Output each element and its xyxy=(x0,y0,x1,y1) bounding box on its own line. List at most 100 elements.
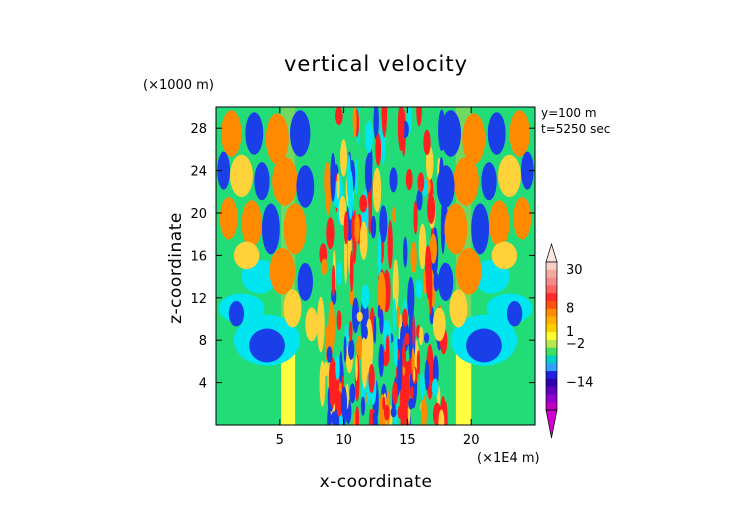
plume-cell xyxy=(393,335,398,369)
turbulent-cell xyxy=(377,232,382,278)
y-axis-label: z-coordinate xyxy=(166,212,186,324)
plume-cell xyxy=(418,326,424,346)
x-tick-label: 5 xyxy=(276,433,284,448)
colorbar-band xyxy=(546,293,557,302)
wave-blob xyxy=(520,151,534,190)
plume-cell xyxy=(335,355,340,381)
turbulent-cell xyxy=(336,310,342,331)
plume-cell xyxy=(420,373,425,400)
colorbar-band xyxy=(546,277,557,286)
wave-blob xyxy=(506,300,523,327)
plume-cell xyxy=(408,398,414,410)
turbulent-cell xyxy=(415,278,423,299)
wave-blob xyxy=(269,247,296,295)
turbulent-cell xyxy=(330,152,336,202)
plume-cell xyxy=(368,363,375,394)
plume-cell xyxy=(355,406,360,425)
plume-cell xyxy=(423,332,430,344)
y-tick-label: 4 xyxy=(199,377,207,392)
y-tick-label: 8 xyxy=(199,334,207,349)
turbulent-cell xyxy=(375,133,382,167)
colorbar-bottom-arrow xyxy=(545,409,558,439)
wave-blob xyxy=(305,307,319,342)
wave-blob xyxy=(261,203,280,255)
wave-blob xyxy=(497,154,521,198)
wave-blob xyxy=(254,162,270,201)
plume-cell xyxy=(392,381,398,405)
turbulent-cell xyxy=(326,346,333,363)
wave-blob xyxy=(221,110,242,157)
turbulent-cell xyxy=(389,167,398,193)
wave-blob xyxy=(230,154,254,198)
x-axis-label: x-coordinate xyxy=(320,472,433,492)
plume-cell xyxy=(424,360,430,391)
turbulent-cell xyxy=(365,120,373,154)
x-tick-label: 20 xyxy=(463,433,480,448)
wave-blob xyxy=(233,241,260,270)
colorbar-band xyxy=(546,402,557,411)
turbulent-cell xyxy=(354,158,358,195)
wave-blob xyxy=(245,112,264,155)
plume-cell xyxy=(327,387,331,411)
turbulent-cell xyxy=(392,206,396,223)
wave-blob xyxy=(471,203,490,255)
turbulent-cell xyxy=(348,170,354,221)
wave-blob xyxy=(432,307,446,342)
plume-cell xyxy=(397,405,404,419)
wave-blob xyxy=(272,156,298,206)
x-tick-label: 15 xyxy=(399,433,416,448)
wave-blob xyxy=(249,328,285,363)
turbulent-cell xyxy=(370,215,377,239)
turbulent-cell xyxy=(392,259,399,312)
plume-cell xyxy=(336,390,343,417)
turbulent-cell xyxy=(433,272,439,292)
wave-blob xyxy=(217,151,231,190)
plume-cell xyxy=(356,311,363,322)
plume-cell xyxy=(349,383,356,404)
turbulent-cell xyxy=(326,217,335,250)
colorbar-band xyxy=(546,363,557,372)
wave-blob xyxy=(296,165,315,208)
plume-cell xyxy=(398,369,402,385)
plume-cell xyxy=(323,361,329,377)
colorbar-band xyxy=(546,332,557,341)
wave-blob xyxy=(444,203,468,255)
plume-cell xyxy=(420,396,427,425)
turbulent-cell xyxy=(413,200,418,235)
x-axis-ticks: 5 10 15 20 xyxy=(276,107,480,448)
wave-blob xyxy=(466,328,502,363)
wave-blob xyxy=(489,200,510,247)
plume-cell xyxy=(373,315,377,345)
y-tick-label: 16 xyxy=(190,249,207,264)
colorbar-label: −2 xyxy=(566,337,585,352)
wave-blob xyxy=(513,197,532,240)
turbulent-cell xyxy=(343,211,349,245)
colorbar-frame xyxy=(545,261,558,411)
plume-cell xyxy=(360,396,366,416)
wave-blob xyxy=(455,247,482,295)
plume-cell xyxy=(347,338,355,360)
turbulent-cell xyxy=(349,288,355,306)
colorbar-band xyxy=(546,324,557,333)
plume-cell xyxy=(402,343,406,368)
turbulent-cell xyxy=(317,296,325,353)
wave-blob xyxy=(265,113,289,165)
turbulent-cell xyxy=(336,172,340,200)
turbulent-cell xyxy=(431,378,439,397)
turbulent-cell xyxy=(418,223,427,270)
wave-blob xyxy=(436,165,455,208)
turbulent-cell xyxy=(438,409,445,425)
plume-cell xyxy=(396,306,400,328)
turbulent-cell xyxy=(364,154,373,193)
colorbar-band xyxy=(546,285,557,294)
heatmap-field xyxy=(216,107,535,425)
plume-cell xyxy=(372,411,378,425)
plume-cell xyxy=(340,386,347,420)
wave-blob xyxy=(297,262,313,301)
turbulent-cell xyxy=(427,193,436,224)
turbulent-cell xyxy=(405,168,413,191)
colorbar: 30 8 1−2 −14 xyxy=(545,242,593,439)
wave-blob xyxy=(219,197,238,240)
turbulent-cell xyxy=(359,221,368,260)
